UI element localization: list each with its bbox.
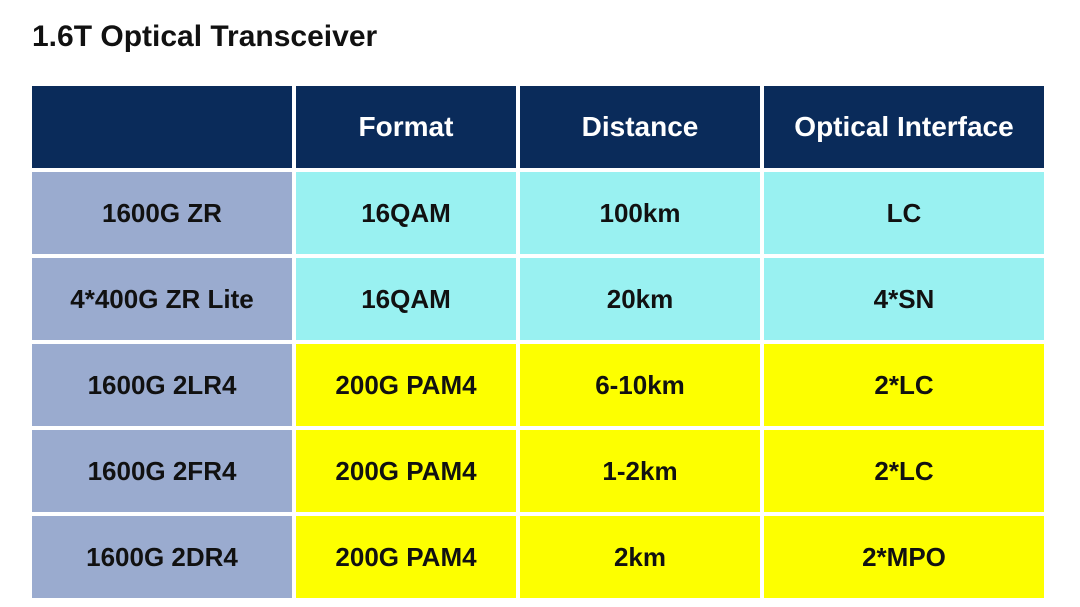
row-label: 1600G 2FR4 [32, 430, 292, 512]
table-row: 1600G ZR 16QAM 100km LC [32, 172, 1044, 254]
table-row: 1600G 2FR4 200G PAM4 1-2km 2*LC [32, 430, 1044, 512]
cell-distance: 20km [520, 258, 760, 340]
row-label: 1600G 2LR4 [32, 344, 292, 426]
row-label: 4*400G ZR Lite [32, 258, 292, 340]
cell-interface: 2*LC [764, 344, 1044, 426]
cell-format: 16QAM [296, 258, 516, 340]
row-label: 1600G 2DR4 [32, 516, 292, 598]
cell-distance: 6-10km [520, 344, 760, 426]
table-row: 1600G 2LR4 200G PAM4 6-10km 2*LC [32, 344, 1044, 426]
table-header-format: Format [296, 86, 516, 168]
cell-interface: 4*SN [764, 258, 1044, 340]
row-label: 1600G ZR [32, 172, 292, 254]
table-header-blank [32, 86, 292, 168]
cell-distance: 100km [520, 172, 760, 254]
cell-distance: 2km [520, 516, 760, 598]
cell-interface: 2*LC [764, 430, 1044, 512]
page-title: 1.6T Optical Transceiver [32, 20, 1052, 54]
cell-format: 200G PAM4 [296, 516, 516, 598]
table-header-interface: Optical Interface [764, 86, 1044, 168]
table-row: 4*400G ZR Lite 16QAM 20km 4*SN [32, 258, 1044, 340]
cell-format: 200G PAM4 [296, 430, 516, 512]
table-header-distance: Distance [520, 86, 760, 168]
table-row: 1600G 2DR4 200G PAM4 2km 2*MPO [32, 516, 1044, 598]
cell-interface: 2*MPO [764, 516, 1044, 598]
cell-distance: 1-2km [520, 430, 760, 512]
table-header-row: Format Distance Optical Interface [32, 86, 1044, 168]
table-body: 1600G ZR 16QAM 100km LC 4*400G ZR Lite 1… [32, 172, 1044, 598]
cell-interface: LC [764, 172, 1044, 254]
cell-format: 16QAM [296, 172, 516, 254]
cell-format: 200G PAM4 [296, 344, 516, 426]
transceiver-table: Format Distance Optical Interface 1600G … [28, 82, 1048, 602]
